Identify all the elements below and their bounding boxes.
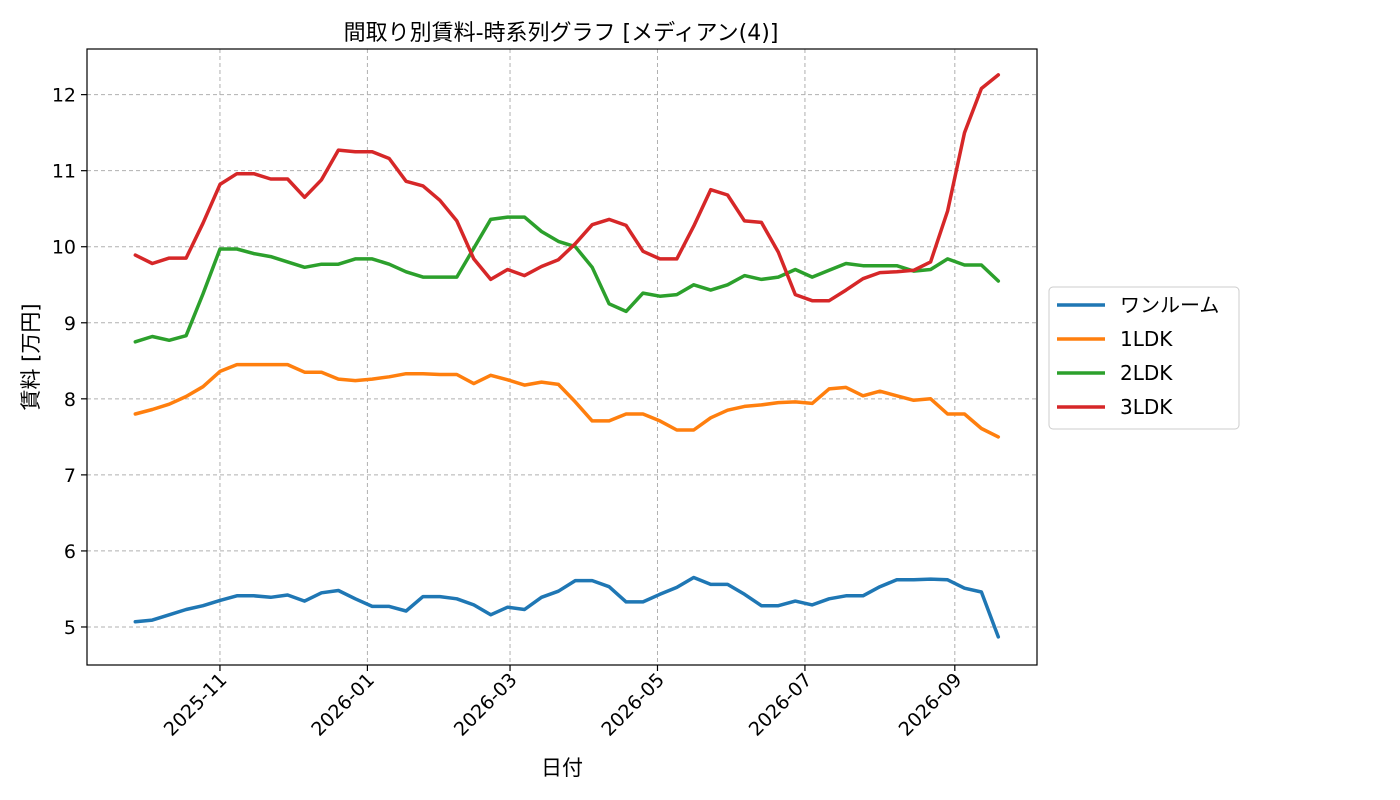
x-tick-label: 2025-11 [160, 669, 232, 741]
y-tick-label: 7 [64, 465, 76, 487]
x-tick-label: 2026-05 [597, 669, 669, 741]
y-axis-ticks: 5 6 7 8 9 10 11 12 [52, 85, 87, 639]
y-tick-label: 11 [52, 161, 76, 183]
legend-label: 2LDK [1120, 361, 1173, 385]
y-tick-label: 5 [64, 617, 76, 639]
plot-area-frame [86, 48, 1038, 666]
legend: ワンルーム 1LDK 2LDK 3LDK [1048, 286, 1240, 430]
legend-label: 1LDK [1120, 327, 1173, 351]
x-tick-label: 2026-01 [307, 669, 379, 741]
y-tick-label: 6 [64, 541, 76, 563]
chart-title: 間取り別賃料-時系列グラフ [メディアン(4)] [344, 21, 779, 46]
x-tick-label: 2026-07 [745, 669, 817, 741]
y-tick-label: 12 [52, 85, 76, 107]
x-tick-label: 2026-03 [450, 669, 522, 741]
y-tick-label: 8 [64, 389, 76, 411]
y-axis-label: 賃料 [万円] [19, 303, 43, 410]
legend-box [1048, 286, 1240, 430]
series-lines [133, 73, 1001, 639]
series-line-2 [133, 215, 1001, 344]
x-axis-label: 日付 [541, 756, 583, 780]
y-tick-label: 10 [52, 237, 76, 259]
legend-label: 3LDK [1120, 395, 1173, 419]
x-tick-label: 2026-09 [895, 669, 967, 741]
x-axis-ticks: 2025-11 2026-01 2026-03 2026-05 2026-07 2026-… [160, 665, 967, 741]
series-line-1 [133, 362, 1001, 439]
y-tick-label: 9 [64, 313, 76, 335]
series-line-0 [133, 575, 1001, 639]
legend-label: ワンルーム [1120, 293, 1219, 317]
series-line-3 [133, 73, 1001, 303]
grid [87, 49, 1037, 665]
